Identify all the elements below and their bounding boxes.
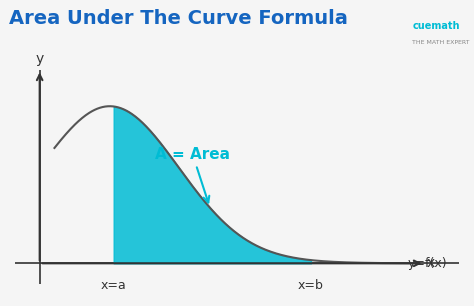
Text: x: x bbox=[427, 256, 435, 270]
Text: x=a: x=a bbox=[101, 278, 127, 292]
Text: A = Area: A = Area bbox=[155, 147, 230, 203]
Text: y=f(x): y=f(x) bbox=[407, 257, 447, 270]
Text: cuemath: cuemath bbox=[412, 21, 460, 32]
Text: Area Under The Curve Formula: Area Under The Curve Formula bbox=[9, 9, 348, 28]
Text: THE MATH EXPERT: THE MATH EXPERT bbox=[412, 40, 470, 45]
Text: y: y bbox=[36, 52, 44, 66]
Text: x=b: x=b bbox=[298, 278, 324, 292]
